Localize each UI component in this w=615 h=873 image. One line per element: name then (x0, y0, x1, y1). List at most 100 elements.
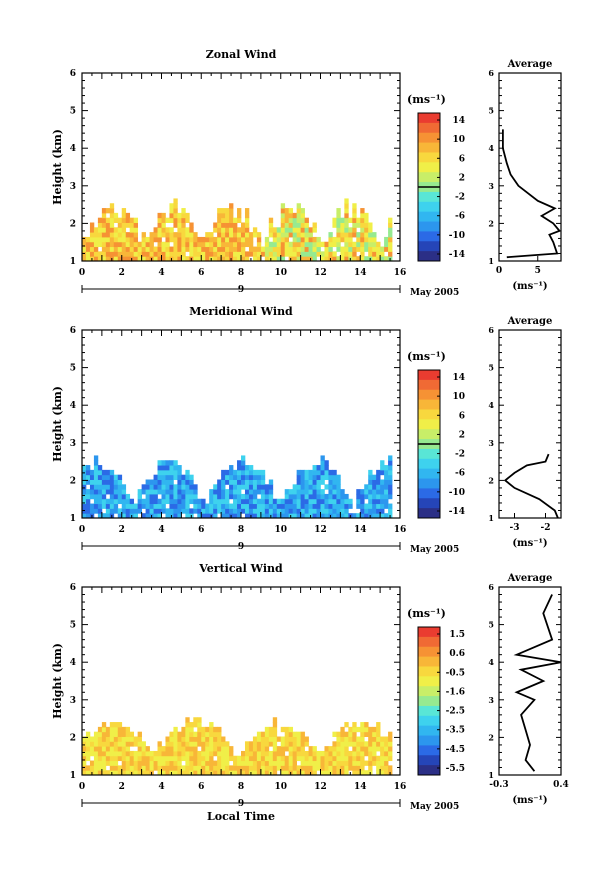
heatmap-cell (105, 479, 111, 485)
heatmap-cell (256, 770, 262, 776)
colorbar-unit: (ms⁻¹) (407, 350, 446, 363)
heatmap-cell (205, 770, 210, 776)
heatmap-cell (372, 246, 377, 252)
heatmap-cell (364, 722, 369, 728)
heatmap-cell (284, 217, 290, 223)
heatmap-cell (97, 760, 103, 766)
x-tick-label: 6 (198, 782, 204, 792)
heatmap-cell (125, 232, 131, 238)
heatmap-cell (260, 479, 266, 485)
heatmap-cell (217, 508, 222, 514)
heatmap-cell (173, 746, 178, 752)
heatmap-cell (141, 489, 146, 495)
heatmap-cell (368, 508, 373, 514)
heatmap-cell (177, 474, 182, 480)
heatmap-cell (121, 236, 127, 243)
heatmap-cell (384, 513, 389, 519)
heatmap-cell (264, 508, 270, 514)
heatmap-cell (260, 755, 266, 762)
heatmap-cell (260, 469, 266, 476)
heatmap-cell (129, 222, 135, 228)
heatmap-cell (97, 750, 103, 757)
heatmap-cell (280, 256, 286, 262)
heatmap-cells (82, 198, 393, 262)
heatmap-cell (300, 474, 305, 480)
heatmap-cell (368, 736, 373, 742)
heatmap-cell (145, 750, 150, 757)
heatmap-cell (244, 227, 250, 233)
heatmap-cell (237, 760, 242, 766)
heatmap-cell (101, 212, 107, 219)
heatmap-cell (376, 256, 381, 262)
heatmap-cell (332, 236, 337, 243)
heatmap-cell (384, 750, 389, 757)
heatmap-cell (372, 256, 377, 262)
heatmap-cell (201, 770, 206, 776)
heatmap-cell (209, 746, 214, 752)
heatmap-cell (233, 217, 238, 223)
heatmap-cell (360, 222, 365, 228)
profile-y-tick-label: 5 (488, 106, 494, 116)
profile-y-tick-label: 6 (488, 582, 494, 592)
heatmap-cell (109, 246, 115, 252)
heatmap-cell (324, 498, 329, 505)
heatmap-cell (121, 484, 127, 490)
heatmap-cell (344, 741, 349, 747)
heatmap-cell (189, 251, 194, 257)
heatmap-cell (352, 750, 357, 757)
heatmap-cell (368, 479, 373, 485)
x-tick-label: 14 (354, 268, 367, 278)
heatmap-cell (157, 232, 162, 238)
heatmap-cell (129, 498, 135, 505)
heatmap-cell (117, 227, 123, 233)
heatmap-cell (129, 251, 135, 257)
heatmap-cell (181, 484, 186, 490)
heatmap-cell (121, 246, 127, 252)
heatmap-cell (248, 746, 254, 752)
colorbar-swatch (418, 627, 440, 638)
heatmap-cells (82, 717, 393, 776)
heatmap-cell (280, 246, 286, 252)
heatmap-cell (348, 750, 353, 757)
heatmap-cell (169, 227, 174, 233)
heatmap-cell (324, 750, 329, 757)
heatmap-cell (316, 474, 321, 480)
heatmap-cell (241, 498, 246, 505)
heatmap-cell (113, 227, 119, 233)
heatmap-cell (376, 770, 381, 776)
heatmap-cell (157, 503, 162, 509)
heatmap-cell (348, 246, 353, 252)
heatmap-cell (312, 493, 317, 500)
heatmap-cell (344, 203, 349, 209)
heatmap-cell (113, 722, 119, 728)
heatmap-cell (113, 236, 119, 243)
heatmap-cell (233, 503, 238, 509)
colorbar-swatch (418, 132, 440, 143)
heatmap-cell (173, 760, 178, 766)
heatmap-cell (225, 508, 230, 514)
heatmap-cell (344, 227, 349, 233)
heatmap-cell (177, 212, 182, 219)
heatmap-cell (241, 508, 246, 514)
heatmap-cell (328, 765, 333, 771)
heatmap-cell (217, 755, 222, 762)
heatmap-cell (368, 498, 373, 505)
heatmap-cell (284, 508, 290, 514)
heatmap-cell (364, 741, 369, 747)
heatmap-cell (300, 227, 305, 233)
heatmap-cell (320, 750, 325, 757)
heatmap-cell (364, 503, 369, 509)
heatmap-cell (153, 479, 158, 485)
heatmap-cell (280, 227, 286, 233)
heatmap-cell (256, 508, 262, 514)
heatmap-cell (101, 246, 107, 252)
y-tick-label: 3 (70, 182, 76, 192)
heatmap-cell (304, 755, 309, 762)
heatmap-cell (256, 232, 262, 238)
colorbar-swatch (418, 676, 440, 687)
heatmap-cell (332, 770, 337, 776)
heatmap-cell (121, 241, 127, 248)
heatmap-cell (193, 503, 198, 509)
heatmap-cell (165, 479, 170, 485)
